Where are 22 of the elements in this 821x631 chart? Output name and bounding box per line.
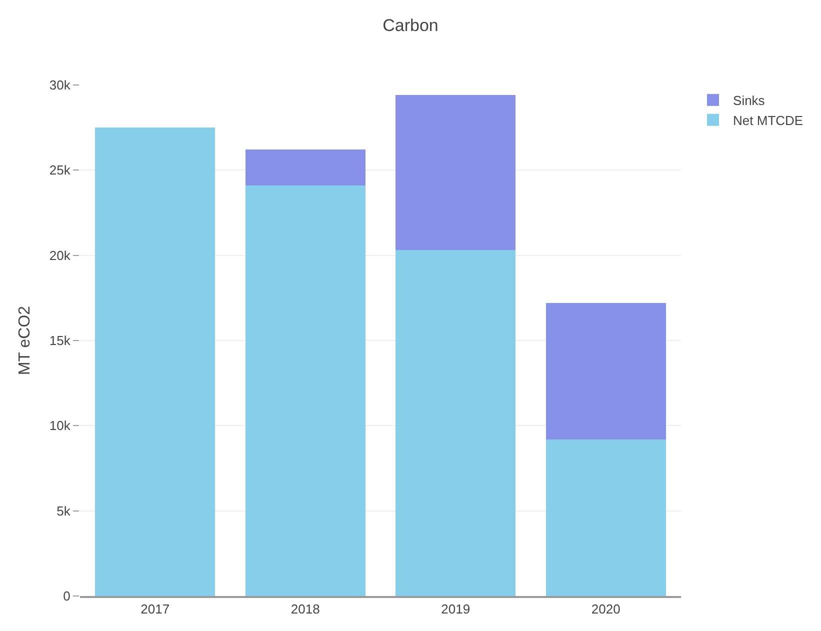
y-tick-label: 15k <box>49 333 71 348</box>
bar <box>396 250 516 596</box>
y-tick-label: 10k <box>49 418 71 434</box>
legend-label: Sinks <box>733 93 766 108</box>
bar <box>245 186 366 596</box>
x-tick-label: 2020 <box>591 601 620 616</box>
chart-title: Carbon <box>382 16 438 35</box>
x-tick-label: 2018 <box>290 601 320 616</box>
bar <box>546 303 666 440</box>
y-tick-label: 30k <box>49 78 71 93</box>
y-tick-label: 20k <box>49 248 71 263</box>
y-axis-title: MT eCO2 <box>16 306 34 376</box>
legend-label: Net MTCDE <box>733 112 804 128</box>
x-tick-label: 2019 <box>441 601 470 616</box>
y-tick-label: 25k <box>49 162 71 178</box>
x-tick-label: 2017 <box>140 601 170 616</box>
bar <box>396 95 516 250</box>
bar <box>546 439 666 596</box>
y-tick-label: 5k <box>56 503 71 518</box>
y-tick-label: 0 <box>63 588 70 604</box>
bar <box>95 128 216 596</box>
bar <box>245 150 366 186</box>
